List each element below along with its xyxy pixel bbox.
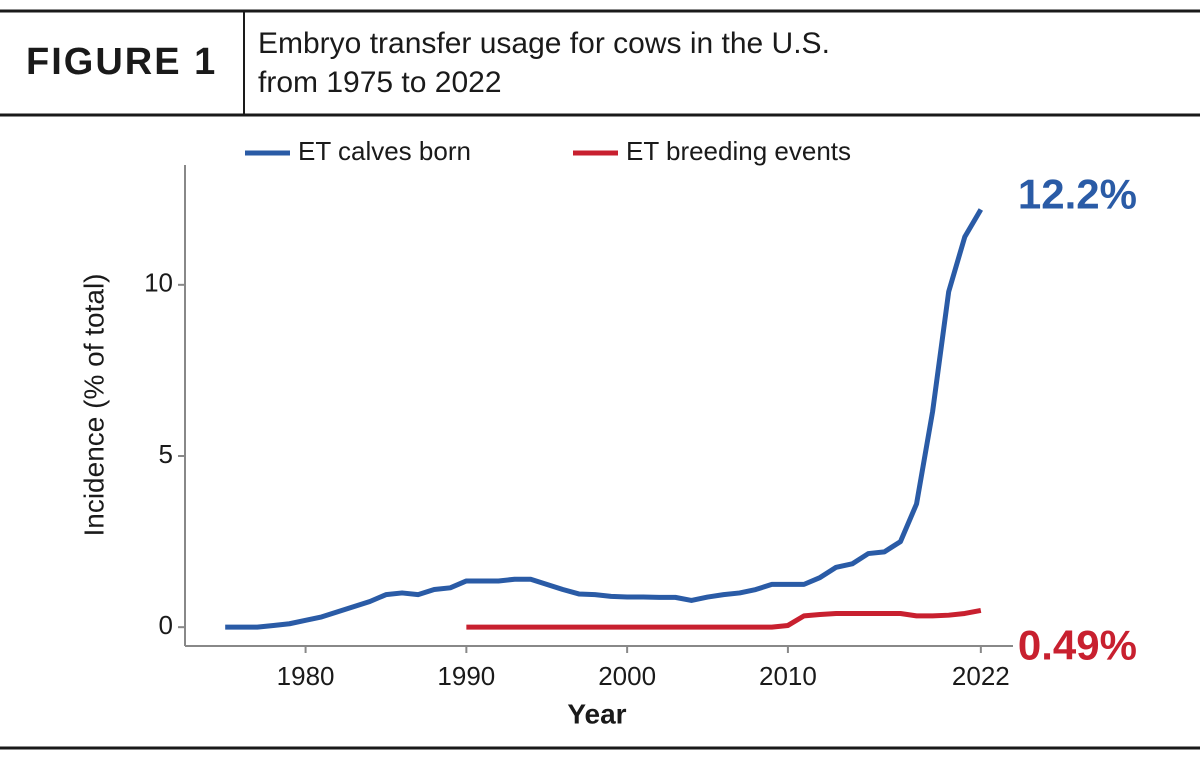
x-tick-label: 2010 bbox=[759, 661, 817, 691]
x-axis-label: Year bbox=[567, 698, 626, 729]
chart-title: from 1975 to 2022 bbox=[258, 66, 502, 99]
legend-label: ET calves born bbox=[298, 136, 471, 166]
y-axis-label: Incidence (% of total) bbox=[78, 273, 109, 536]
series-line bbox=[225, 208, 984, 630]
series-line bbox=[466, 607, 982, 630]
y-tick-label: 0 bbox=[159, 610, 173, 640]
x-tick-label: 1990 bbox=[437, 661, 495, 691]
value-label: 12.2% bbox=[1018, 171, 1137, 218]
value-label: 0.49% bbox=[1018, 621, 1137, 668]
y-tick-label: 10 bbox=[144, 268, 173, 298]
figure-label: FIGURE 1 bbox=[26, 41, 217, 83]
y-tick-label: 5 bbox=[159, 439, 173, 469]
x-tick-label: 1980 bbox=[277, 661, 335, 691]
x-tick-label: 2022 bbox=[952, 661, 1010, 691]
legend-label: ET breeding events bbox=[626, 136, 851, 166]
x-tick-label: 2000 bbox=[598, 661, 656, 691]
chart-title: Embryo transfer usage for cows in the U.… bbox=[258, 27, 830, 60]
